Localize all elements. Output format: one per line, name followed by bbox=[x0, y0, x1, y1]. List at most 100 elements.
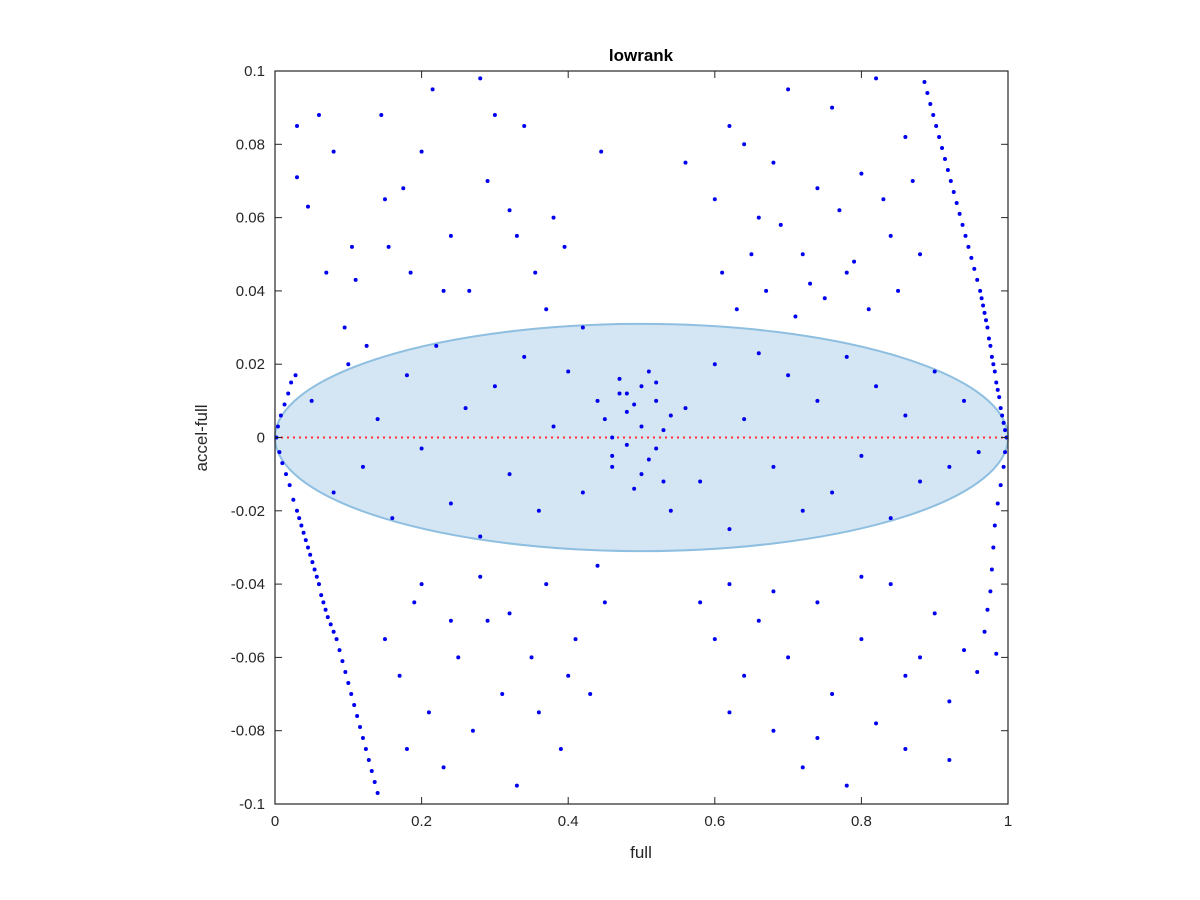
data-point bbox=[986, 336, 991, 341]
data-point bbox=[771, 589, 776, 594]
data-point bbox=[632, 486, 637, 491]
data-point bbox=[325, 615, 330, 620]
data-point bbox=[588, 692, 593, 697]
data-point bbox=[366, 758, 371, 763]
data-point bbox=[419, 149, 424, 154]
data-point bbox=[551, 424, 556, 429]
data-point bbox=[661, 479, 666, 484]
data-point bbox=[749, 252, 754, 257]
data-point bbox=[661, 428, 666, 433]
data-point bbox=[507, 208, 512, 213]
data-point bbox=[954, 200, 959, 205]
x-tick-label: 0.4 bbox=[558, 813, 579, 830]
data-point bbox=[764, 288, 769, 293]
data-point bbox=[998, 406, 1003, 411]
data-point bbox=[624, 409, 629, 414]
data-point bbox=[390, 516, 395, 521]
data-point bbox=[837, 208, 842, 213]
data-point bbox=[467, 288, 472, 293]
data-point bbox=[960, 222, 965, 227]
chart-title: lowrank bbox=[609, 46, 674, 65]
data-point bbox=[978, 288, 983, 293]
data-point bbox=[639, 424, 644, 429]
data-point bbox=[995, 501, 1000, 506]
data-point bbox=[310, 560, 315, 565]
data-point bbox=[976, 450, 981, 455]
data-point bbox=[720, 270, 725, 275]
data-point bbox=[360, 464, 365, 469]
data-point bbox=[280, 461, 285, 466]
x-tick-label: 1 bbox=[1004, 813, 1012, 830]
data-point bbox=[507, 611, 512, 616]
data-point bbox=[852, 259, 857, 264]
data-point bbox=[529, 655, 534, 660]
data-point bbox=[294, 508, 299, 513]
data-point bbox=[874, 76, 879, 81]
data-point bbox=[492, 384, 497, 389]
data-point bbox=[478, 76, 483, 81]
data-point bbox=[1003, 428, 1008, 433]
data-point bbox=[881, 197, 886, 202]
data-point bbox=[756, 351, 761, 356]
y-tick-label: -0.06 bbox=[231, 649, 265, 666]
data-point bbox=[859, 453, 864, 458]
data-point bbox=[316, 112, 321, 117]
data-point bbox=[426, 710, 431, 715]
data-point bbox=[830, 490, 835, 495]
data-point bbox=[942, 156, 947, 161]
data-point bbox=[323, 607, 328, 612]
data-point bbox=[1001, 420, 1006, 425]
data-point bbox=[742, 673, 747, 678]
data-point bbox=[566, 673, 571, 678]
data-point bbox=[925, 90, 930, 95]
data-point bbox=[321, 600, 326, 605]
y-tick-label: 0 bbox=[257, 430, 265, 447]
data-point bbox=[305, 545, 310, 550]
data-point bbox=[815, 186, 820, 191]
data-point bbox=[470, 728, 475, 733]
data-point bbox=[500, 692, 505, 697]
data-point bbox=[289, 380, 294, 385]
data-point bbox=[294, 123, 299, 128]
data-point bbox=[991, 545, 996, 550]
data-point bbox=[331, 149, 336, 154]
data-point bbox=[419, 582, 424, 587]
data-point bbox=[331, 629, 336, 634]
data-point bbox=[610, 464, 615, 469]
data-point bbox=[412, 600, 417, 605]
data-point bbox=[981, 303, 986, 308]
data-point bbox=[992, 369, 997, 374]
data-point bbox=[896, 288, 901, 293]
data-point bbox=[786, 87, 791, 92]
data-point bbox=[859, 637, 864, 642]
y-tick-label: 0.08 bbox=[236, 136, 265, 153]
data-point bbox=[910, 178, 915, 183]
data-point bbox=[305, 204, 310, 209]
data-point bbox=[309, 398, 314, 403]
data-point bbox=[698, 600, 703, 605]
data-point bbox=[940, 145, 945, 150]
x-tick-label: 0.8 bbox=[851, 813, 872, 830]
data-point bbox=[349, 244, 354, 249]
data-point bbox=[998, 483, 1003, 488]
data-point bbox=[624, 391, 629, 396]
data-point bbox=[404, 747, 409, 752]
data-point bbox=[994, 380, 999, 385]
data-point bbox=[617, 376, 622, 381]
data-point bbox=[951, 189, 956, 194]
data-point bbox=[683, 406, 688, 411]
data-point bbox=[984, 318, 989, 323]
data-point bbox=[979, 296, 984, 301]
data-point bbox=[771, 464, 776, 469]
data-point bbox=[478, 574, 483, 579]
data-point bbox=[372, 780, 377, 785]
data-point bbox=[522, 123, 527, 128]
data-point bbox=[972, 266, 977, 271]
data-point bbox=[551, 215, 556, 220]
data-point bbox=[918, 655, 923, 660]
data-point bbox=[727, 582, 732, 587]
data-point bbox=[352, 703, 357, 708]
data-point bbox=[903, 413, 908, 418]
y-tick-label: -0.04 bbox=[231, 576, 265, 593]
data-point bbox=[283, 472, 288, 477]
